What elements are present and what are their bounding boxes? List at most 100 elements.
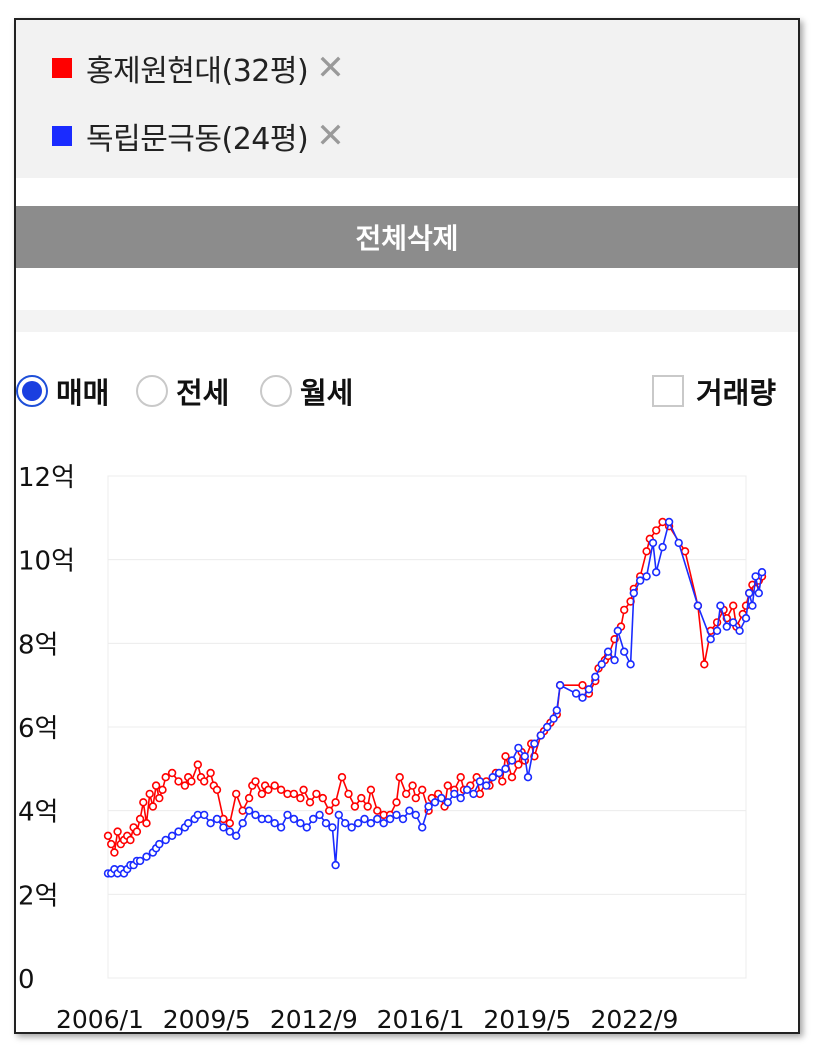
deal-type-selector: 매매 전세 월세 거래량: [16, 370, 798, 410]
data-point: [187, 777, 196, 786]
data-point: [722, 622, 731, 631]
data-point: [693, 601, 703, 610]
data-point: [619, 605, 629, 615]
radio-label: 매매: [56, 376, 110, 410]
data-point: [264, 785, 273, 794]
y-tick-label: 10억: [18, 547, 75, 577]
y-tick-label: 8억: [18, 630, 58, 660]
data-point: [363, 802, 372, 811]
x-tick-label: 2019/5: [483, 1005, 571, 1034]
data-point: [331, 798, 340, 807]
data-point: [728, 601, 738, 610]
data-point: [360, 814, 369, 824]
data-point: [344, 789, 353, 799]
data-point: [648, 538, 658, 548]
data-point: [366, 819, 376, 828]
data-point: [651, 526, 661, 535]
data-point: [283, 810, 292, 820]
data-point: [302, 823, 311, 832]
data-point: [385, 814, 395, 824]
y-tick-label: 6억: [18, 714, 58, 744]
y-tick-label: 12억: [18, 463, 75, 493]
data-point: [754, 588, 763, 598]
data-point: [373, 814, 382, 824]
data-point: [584, 685, 594, 694]
remove-complex-icon[interactable]: ✕: [316, 116, 345, 156]
radio-monthly-rent[interactable]: 월세: [260, 370, 353, 412]
data-point: [379, 819, 388, 828]
data-point: [626, 660, 635, 669]
data-point: [193, 760, 203, 769]
data-point: [155, 793, 164, 803]
data-point: [318, 793, 327, 803]
data-point: [642, 572, 651, 581]
data-point: [161, 773, 170, 782]
data-point: [276, 823, 286, 832]
data-point: [296, 793, 305, 803]
data-point: [443, 781, 452, 790]
data-point: [219, 823, 228, 832]
data-point: [523, 773, 533, 782]
data-point: [142, 819, 151, 828]
data-point: [309, 814, 318, 824]
data-point: [664, 517, 674, 527]
data-point: [674, 538, 683, 548]
data-point: [357, 793, 366, 803]
radio-jeonse[interactable]: 전세: [136, 370, 229, 412]
data-point: [619, 647, 629, 656]
data-point: [651, 567, 661, 577]
data-point: [437, 793, 446, 803]
data-point: [132, 827, 142, 836]
data-point: [735, 626, 744, 636]
radio-button-icon[interactable]: [260, 375, 292, 407]
data-point: [296, 819, 305, 828]
data-point: [148, 802, 158, 811]
radio-button-icon[interactable]: [16, 375, 48, 407]
data-point: [507, 773, 517, 782]
data-point: [408, 781, 417, 790]
data-point: [244, 806, 254, 815]
data-point: [334, 810, 343, 820]
data-point: [613, 626, 622, 636]
data-point: [251, 810, 260, 820]
data-point: [151, 781, 161, 790]
data-point: [398, 814, 408, 824]
data-point: [597, 660, 606, 669]
data-point: [350, 802, 360, 811]
data-point: [591, 672, 600, 682]
data-point: [353, 819, 363, 828]
data-point: [443, 798, 452, 807]
data-point: [482, 781, 491, 790]
data-point: [424, 802, 433, 811]
data-point: [289, 789, 299, 799]
data-point: [706, 635, 715, 644]
volume-toggle[interactable]: 거래량: [651, 370, 776, 412]
data-point: [488, 773, 497, 782]
data-point: [321, 819, 331, 828]
data-point: [212, 814, 222, 824]
radio-label: 전세: [176, 376, 230, 410]
data-point: [206, 819, 215, 828]
price-chart: 0 2억 4억 6억 8억 10억 12억 2006/1 2009/5 2012/9 2016/1 2…: [16, 450, 798, 1034]
radio-button-icon[interactable]: [136, 375, 168, 407]
data-point: [549, 714, 558, 723]
data-point: [225, 827, 235, 836]
data-point: [430, 798, 440, 807]
delete-all-button[interactable]: 전체삭제: [16, 206, 798, 268]
data-point: [571, 689, 581, 698]
data-point: [200, 810, 209, 820]
x-tick-label: 2006/1: [56, 1005, 144, 1034]
data-point: [251, 777, 260, 786]
checkbox-icon[interactable]: [651, 375, 684, 407]
data-point: [456, 773, 465, 782]
x-tick-label: 2016/1: [377, 1005, 465, 1034]
data-point: [411, 793, 420, 803]
data-point: [700, 660, 709, 669]
data-point: [103, 831, 113, 840]
data-point: [158, 785, 167, 794]
radio-sale[interactable]: 매매: [16, 370, 109, 412]
data-point: [469, 789, 478, 799]
remove-complex-icon[interactable]: ✕: [316, 48, 345, 88]
data-point: [184, 819, 193, 828]
data-point: [629, 588, 638, 598]
